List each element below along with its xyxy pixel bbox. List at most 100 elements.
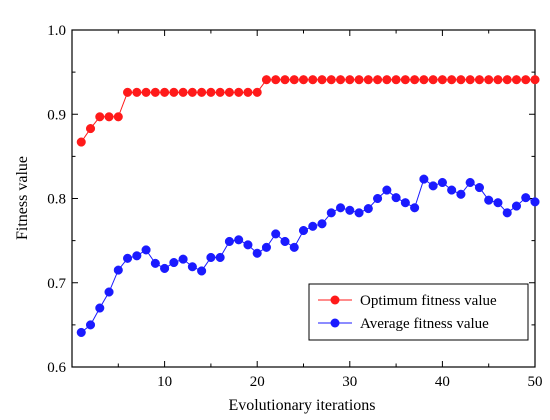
data-point xyxy=(400,198,410,208)
data-point xyxy=(511,75,522,85)
data-point xyxy=(373,193,383,204)
data-point xyxy=(104,112,114,122)
data-point xyxy=(363,75,373,85)
data-point xyxy=(289,242,299,252)
x-tick-label: 10 xyxy=(157,374,172,390)
data-point xyxy=(391,75,401,85)
tick-labels: 10 20 30 40 50 0.6 0.7 0.8 0.9 1.0 xyxy=(47,23,542,390)
series-0 xyxy=(76,75,540,147)
data-point xyxy=(502,75,512,85)
data-point xyxy=(113,265,123,275)
data-point xyxy=(243,87,253,97)
data-point xyxy=(252,248,262,258)
data-point xyxy=(354,208,364,218)
data-point xyxy=(95,112,105,122)
data-point xyxy=(465,177,475,188)
data-point xyxy=(123,87,133,97)
data-point xyxy=(280,75,290,85)
data-point xyxy=(400,75,410,85)
y-tick-label: 0.8 xyxy=(47,192,66,208)
data-point xyxy=(326,75,336,85)
data-point xyxy=(308,221,318,231)
data-point xyxy=(104,287,114,297)
data-point xyxy=(150,87,160,97)
data-point xyxy=(298,225,309,236)
data-point xyxy=(410,75,420,85)
data-point xyxy=(511,201,522,211)
y-axis-title: Fitness value xyxy=(14,156,31,240)
data-point xyxy=(123,253,133,263)
data-point xyxy=(234,87,244,97)
data-point xyxy=(428,75,438,85)
data-point xyxy=(280,236,290,247)
x-tick-label: 50 xyxy=(528,374,543,390)
data-point xyxy=(187,87,197,97)
data-point xyxy=(243,240,253,250)
data-point xyxy=(317,75,327,85)
data-point xyxy=(335,75,346,85)
x-tick-label: 40 xyxy=(435,374,450,390)
data-point xyxy=(521,75,531,85)
data-point xyxy=(354,75,364,85)
series-layer xyxy=(76,75,540,338)
data-point xyxy=(474,75,484,85)
series-1 xyxy=(76,174,540,338)
y-tick-label: 0.6 xyxy=(47,360,66,376)
data-point xyxy=(271,75,281,85)
data-point xyxy=(271,229,281,239)
data-point xyxy=(502,208,512,218)
data-point xyxy=(215,252,225,263)
data-point xyxy=(317,219,327,229)
data-point xyxy=(474,182,484,193)
y-tick-label: 1.0 xyxy=(47,23,66,39)
data-point xyxy=(197,87,207,97)
data-point xyxy=(373,75,383,85)
data-point xyxy=(484,195,494,205)
data-point xyxy=(252,87,262,97)
data-point xyxy=(493,198,503,208)
data-point xyxy=(382,75,392,85)
data-point xyxy=(113,112,123,122)
data-point xyxy=(187,262,197,272)
data-point xyxy=(345,205,355,215)
data-point xyxy=(76,137,86,147)
data-point xyxy=(437,75,447,85)
legend-marker-average xyxy=(330,318,340,328)
legend-label-optimum: Optimum fitness value xyxy=(360,293,497,309)
data-point xyxy=(132,251,142,261)
data-point xyxy=(447,185,457,195)
data-point xyxy=(206,252,216,263)
data-point xyxy=(530,75,540,85)
data-point xyxy=(447,75,457,85)
data-point xyxy=(345,75,355,85)
data-point xyxy=(197,266,207,276)
data-point xyxy=(382,185,392,195)
y-tick-label: 0.9 xyxy=(47,107,66,123)
data-point xyxy=(95,303,105,313)
data-point xyxy=(456,189,466,199)
data-point xyxy=(521,193,531,203)
data-point xyxy=(363,204,373,214)
data-point xyxy=(391,193,401,203)
data-point xyxy=(437,177,447,188)
x-tick-label: 20 xyxy=(250,374,265,390)
data-point xyxy=(178,87,188,97)
data-point xyxy=(428,181,438,191)
data-point xyxy=(160,263,170,273)
data-point xyxy=(178,254,188,264)
data-point xyxy=(85,320,96,330)
data-point xyxy=(326,208,336,218)
legend-marker-optimum xyxy=(330,295,340,305)
legend-box xyxy=(308,283,529,341)
data-point xyxy=(308,75,318,85)
data-point xyxy=(419,75,429,85)
data-point xyxy=(289,75,299,85)
data-point xyxy=(493,75,503,85)
data-point xyxy=(150,258,160,268)
x-axis-title: Evolutionary iterations xyxy=(228,397,375,414)
data-point xyxy=(234,235,244,245)
legend-label-average: Average fitness value xyxy=(360,316,489,332)
data-point xyxy=(169,257,179,268)
